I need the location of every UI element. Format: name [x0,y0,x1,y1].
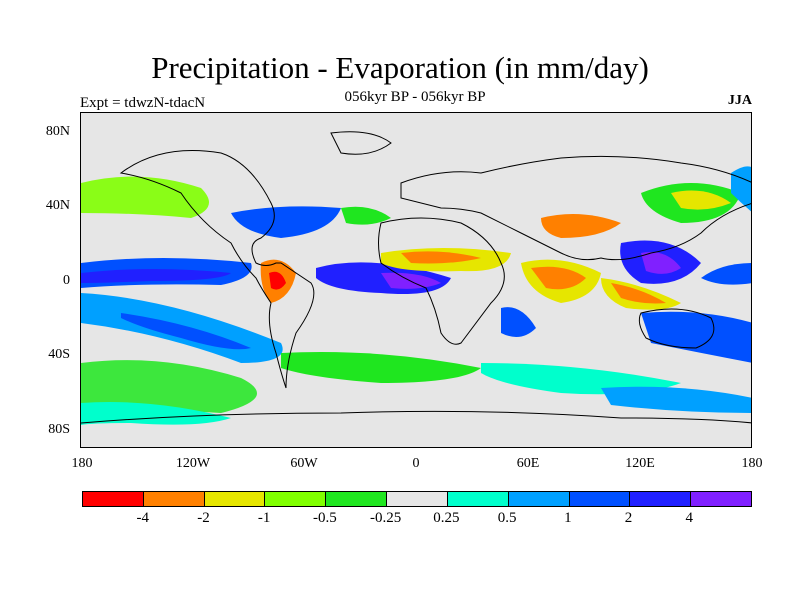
lat-label-40n: 40N [45,198,70,213]
colorbar-box [204,492,266,506]
colorbar-box [143,492,205,506]
colorbar-box [569,492,631,506]
colorbar-box [691,492,751,506]
lon-label-120e: 120E [625,456,655,471]
lon-label-120w: 120W [175,456,211,471]
colorbar-label: -4 [136,510,149,526]
colorbar-label: 2 [624,510,633,526]
colorbar [82,491,752,507]
colorbar-box [326,492,388,506]
colorbar-label: 0.25 [433,510,460,526]
colorbar-box [83,492,144,506]
field-layer [81,166,751,425]
map-title: Precipitation - Evaporation (in mm/day) [151,50,649,85]
map-panel [80,112,752,448]
colorbar-label: 0.5 [497,510,517,526]
colorbar-label: 4 [685,510,694,526]
colorbar-box [630,492,692,506]
lon-label-0: 0 [412,456,420,471]
colorbar-label: -1 [257,510,271,526]
colorbar-box [508,492,570,506]
experiment-label: Expt = tdwzN-tdacN [80,95,206,111]
colorbar-box [387,492,448,506]
lat-label-40s: 40S [48,347,70,362]
lat-label-0: 0 [63,273,70,288]
lon-label-60e: 60E [516,456,540,471]
period-subtitle: 056kyr BP - 056kyr BP [344,89,486,105]
map-canvas [81,131,751,425]
season-label: JJA [727,93,752,108]
colorbar-box [265,492,327,506]
colorbar-label: 1 [564,510,572,526]
colorbar-label: -0.5 [313,510,337,526]
lat-label-80n: 80N [45,124,70,139]
coastlines [81,131,751,424]
lon-label-180w: 180 [71,456,93,471]
colorbar-label: -0.25 [370,510,402,526]
lat-label-80s: 80S [48,422,70,437]
lon-label-180e: 180 [741,456,763,471]
colorbar-label: -2 [197,510,210,526]
colorbar-box [447,492,509,506]
lon-label-60w: 60W [290,456,318,471]
